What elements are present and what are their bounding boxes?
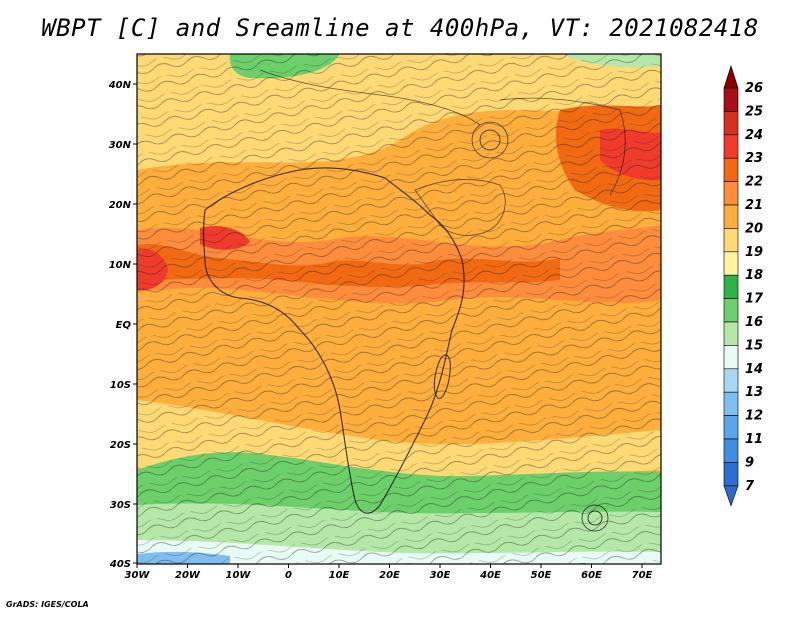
colorbar-label: 25 [745, 104, 763, 119]
latitude-axis: 40N 30N 20N 10N EQ 10S 20S 30S 40S [108, 80, 137, 570]
colorbar-bin [723, 134, 739, 159]
colorbar-label: 24 [745, 128, 763, 143]
colorbar-bin [723, 345, 739, 370]
lat-tick-label: 30N [109, 140, 132, 151]
lon-tick-label: 0 [285, 570, 292, 581]
colorbar-label: 9 [745, 455, 754, 470]
lon-tick-label: 20W [175, 570, 201, 581]
colorbar-label: 21 [745, 198, 763, 213]
lon-tick-label: 20E [379, 570, 400, 581]
colorbar-bin [723, 111, 739, 136]
colorbar-label: 22 [745, 175, 763, 190]
lon-tick-label: 30W [125, 570, 151, 581]
colorbar-bin [723, 251, 739, 276]
colorbar-label: 12 [745, 409, 763, 424]
lon-tick-label: 40E [479, 570, 501, 581]
colorbar-bin [723, 157, 739, 182]
lon-tick-label: 10E [329, 570, 350, 581]
lon-tick-label: 50E [531, 570, 552, 581]
colorbar-bin [723, 321, 739, 346]
colorbar-bottom-arrow [723, 485, 739, 507]
chart-title: WBPT [C] and Sreamline at 400hPa, VT: 20… [41, 14, 759, 42]
plot-frame [136, 53, 662, 565]
lat-tick-label: 40S [109, 559, 131, 570]
colorbar-bin [723, 298, 739, 323]
colorbar-label: 11 [745, 432, 763, 447]
lon-tick-label: 10W [226, 570, 252, 581]
colorbar-label: 15 [745, 338, 763, 353]
colorbar-label: 17 [745, 292, 764, 307]
lat-tick-label: 30S [110, 500, 131, 511]
colorbar-bin [723, 274, 739, 299]
colorbar-bin [723, 368, 739, 393]
wbpt-field [137, 54, 661, 564]
colorbar-top-arrow [723, 65, 739, 89]
colorbar-bin [723, 391, 739, 416]
lat-tick-label: 10S [110, 380, 131, 391]
colorbar-bin [723, 228, 739, 253]
lat-tick-label: EQ [116, 320, 132, 331]
colorbar: 26 25 24 23 22 21 20 19 18 17 16 15 14 13 12 11 9 7 [723, 65, 764, 507]
colorbar-bin [723, 438, 739, 463]
lat-tick-label: 10N [109, 260, 132, 271]
lat-tick-label: 20N [109, 200, 132, 211]
footer-credit: GrADS: IGES/COLA [6, 600, 89, 609]
lon-tick-label: 30E [430, 570, 451, 581]
colorbar-label: 18 [745, 268, 763, 283]
colorbar-label: 16 [745, 315, 763, 330]
colorbar-label: 19 [745, 245, 763, 260]
colorbar-bin [723, 87, 739, 112]
colorbar-label: 14 [745, 362, 763, 377]
lat-tick-label: 40N [108, 80, 132, 91]
colorbar-bin [723, 415, 739, 440]
colorbar-bin [723, 181, 739, 206]
colorbar-label: 13 [745, 385, 763, 400]
colorbar-label: 26 [745, 81, 763, 96]
lon-tick-label: 70E [632, 570, 653, 581]
lat-tick-label: 20S [110, 440, 131, 451]
colorbar-label: 23 [745, 151, 763, 166]
longitude-axis: 30W 20W 10W 0 10E 20E 30E 40E 50E 60E 70E [125, 564, 653, 581]
lon-tick-label: 60E [581, 570, 602, 581]
colorbar-label: 7 [745, 479, 755, 494]
colorbar-bin [723, 204, 739, 229]
colorbar-label: 20 [745, 221, 763, 236]
colorbar-bin [723, 462, 739, 487]
